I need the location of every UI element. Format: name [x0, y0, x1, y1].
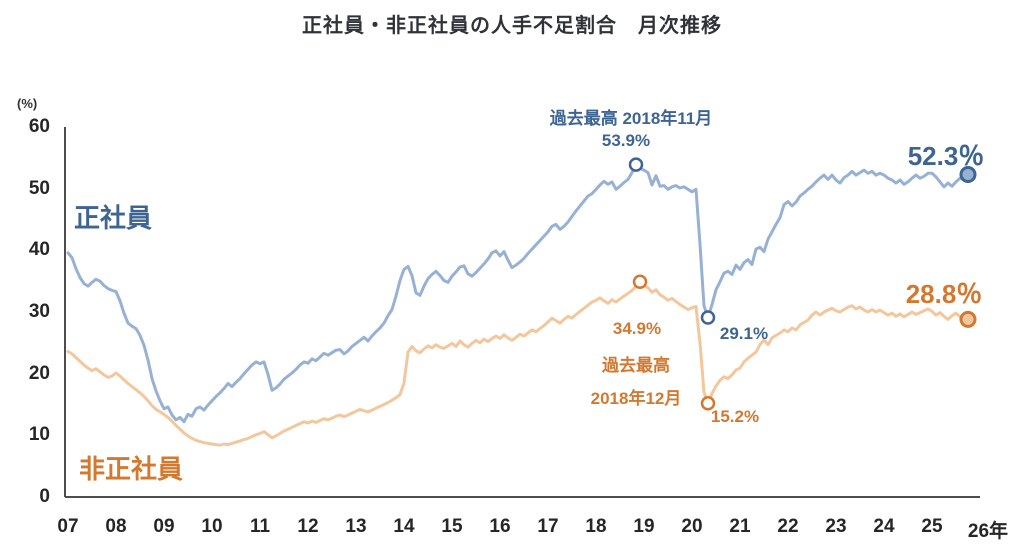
y-tick-label: 50 — [28, 177, 50, 199]
latest-point-marker-非正社員 — [959, 310, 977, 328]
x-tick-label: 11 — [249, 516, 271, 537]
regular-series-line — [66, 163, 970, 424]
y-tick-label: 10 — [28, 424, 50, 446]
record-high-regular-caption: 過去最高 2018年11月 — [549, 109, 713, 128]
x-tick-label: 17 — [537, 516, 559, 537]
x-tick-label: 23 — [825, 516, 847, 537]
y-tick-label: 0 — [39, 486, 50, 507]
non-regular-series-label: 非正社員 — [79, 454, 184, 484]
record-point-marker-非正社員 — [700, 396, 716, 411]
x-tick-label: 10 — [201, 516, 223, 537]
record-point-marker-正社員 — [700, 310, 716, 325]
x-tick-label: 20 — [681, 516, 703, 537]
x-tick-label: 08 — [105, 516, 127, 537]
latest-regular-value: 52.3％ — [907, 141, 985, 171]
x-tick-label: 16 — [489, 516, 511, 537]
x-tick-label: 12 — [297, 516, 319, 537]
y-tick-label: 20 — [28, 362, 50, 384]
x-tick-label: 07 — [57, 516, 79, 537]
x-tick-label: 26年 — [967, 521, 1009, 542]
x-tick-label: 15 — [441, 516, 463, 537]
x-tick-label: 22 — [777, 516, 799, 537]
covid-low-regular-value: 29.1% — [719, 324, 769, 343]
record-point-marker-正社員 — [628, 157, 644, 172]
non-regular-series-line — [66, 280, 970, 447]
x-tick-label: 09 — [153, 516, 175, 537]
record-point-marker-非正社員 — [632, 274, 648, 290]
x-tick-label: 24 — [873, 516, 895, 537]
x-tick-label: 14 — [393, 516, 415, 537]
latest-non-regular-value: 28.8％ — [905, 279, 983, 309]
x-tick-label: 25 — [921, 516, 943, 537]
regular-series-label: 正社員 — [74, 203, 153, 233]
x-tick-label: 21 — [729, 516, 751, 537]
latest-point-marker-正社員 — [959, 166, 977, 183]
record-high-non-regular-caption-2: 2018年12月 — [590, 389, 682, 408]
x-tick-label: 18 — [585, 516, 607, 537]
y-tick-label: 30 — [28, 301, 50, 322]
x-tick-label: 13 — [345, 516, 367, 537]
y-axis-unit-label: (%) — [17, 96, 38, 111]
chart-title: 正社員・非正社員の人手不足割合 月次推移 — [302, 15, 722, 37]
covid-low-non-regular-value: 15.2% — [710, 407, 760, 426]
record-high-non-regular-value: 34.9% — [612, 319, 662, 338]
record-high-regular-value: 53.9% — [601, 131, 651, 150]
x-tick-label: 19 — [633, 516, 655, 537]
record-high-non-regular-caption-1: 過去最高 — [602, 356, 670, 375]
y-tick-label: 60 — [28, 116, 50, 137]
y-tick-label: 40 — [28, 239, 50, 261]
